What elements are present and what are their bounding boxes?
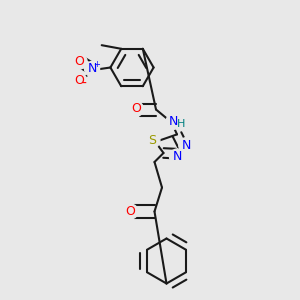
- Text: O: O: [131, 102, 141, 116]
- Text: O: O: [126, 205, 135, 218]
- Circle shape: [166, 114, 181, 129]
- Circle shape: [128, 101, 143, 116]
- Circle shape: [72, 74, 87, 88]
- Text: N: N: [169, 115, 178, 128]
- Circle shape: [169, 149, 184, 164]
- Text: -: -: [81, 77, 86, 91]
- Text: S: S: [148, 134, 156, 147]
- Circle shape: [145, 133, 160, 148]
- Circle shape: [85, 61, 100, 76]
- Circle shape: [123, 204, 138, 219]
- Text: N: N: [87, 62, 97, 76]
- Text: O: O: [75, 74, 84, 88]
- Text: N: N: [172, 150, 182, 163]
- Text: N: N: [182, 139, 191, 152]
- Text: H: H: [177, 119, 185, 129]
- Circle shape: [179, 138, 194, 153]
- Circle shape: [72, 54, 87, 69]
- Text: O: O: [75, 55, 84, 68]
- Text: +: +: [94, 60, 100, 69]
